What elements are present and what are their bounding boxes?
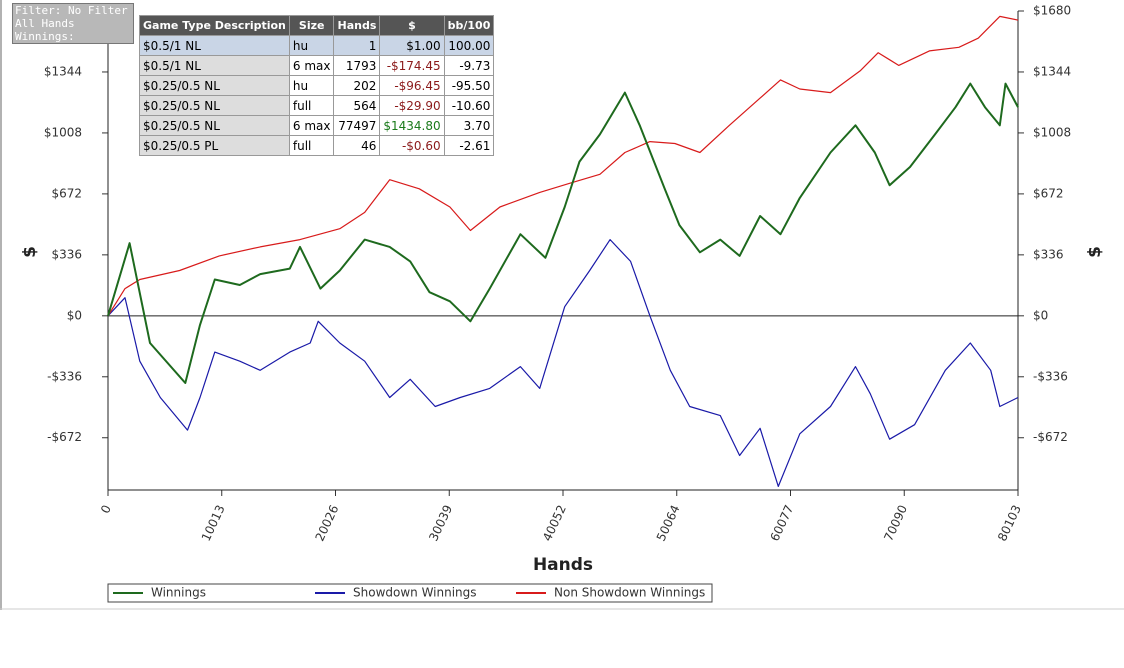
table-cell: -$0.60 <box>379 135 445 156</box>
y-tick-label: $0 <box>67 308 82 322</box>
x-tick-label: 60077 <box>768 503 797 544</box>
legend-label: Winnings <box>151 586 206 600</box>
y-tick-label: $336 <box>51 247 82 261</box>
x-tick-label: 20026 <box>313 503 342 544</box>
table-cell: $0.5/1 NL <box>139 35 290 56</box>
table-cell: $0.5/1 NL <box>139 55 290 76</box>
y-tick-label: $672 <box>51 186 82 200</box>
y2-tick-label: $1008 <box>1033 125 1071 139</box>
table-cell: 1793 <box>333 55 381 76</box>
table-cell: $0.25/0.5 NL <box>139 95 290 116</box>
table-cell: 202 <box>333 75 381 96</box>
y2-tick-label: -$672 <box>1033 430 1068 444</box>
legend-label: Showdown Winnings <box>353 586 477 600</box>
table-cell: -9.73 <box>443 55 495 76</box>
x-axis-label: Hands <box>533 555 593 575</box>
table-cell: 100.00 <box>443 35 495 56</box>
y-tick-label: -$672 <box>47 430 82 444</box>
y2-axis-label: $ <box>1085 246 1105 258</box>
y-tick-label: -$336 <box>47 369 82 383</box>
table-cell: 564 <box>333 95 381 116</box>
table-cell: $1434.80 <box>379 115 445 136</box>
table-row: $0.25/0.5 NL 6 max 77497 $1434.80 3.70 <box>139 115 495 136</box>
table-cell: -95.50 <box>443 75 495 96</box>
table-cell: 77497 <box>333 115 381 136</box>
table-cell: -2.61 <box>443 135 495 156</box>
table-row: $0.25/0.5 PL full 46 -$0.60 -2.61 <box>139 135 495 156</box>
table-header: Size <box>288 15 335 36</box>
table-cell: 3.70 <box>443 115 495 136</box>
table-cell: -$29.90 <box>379 95 445 116</box>
table-cell: -$174.45 <box>379 55 445 76</box>
table-header: Game Type Description <box>139 15 290 36</box>
x-tick-label: 0 <box>98 503 114 516</box>
table-cell: hu <box>288 75 335 96</box>
table-cell: hu <box>288 35 335 56</box>
x-tick-label: 40052 <box>540 503 569 544</box>
x-tick-label: 50064 <box>654 503 683 544</box>
table-row: $0.25/0.5 NL hu 202 -$96.45 -95.50 <box>139 75 495 96</box>
summary-table: Game Type Description Size Hands $ bb/100 $0.… <box>139 15 495 156</box>
filter-line: Filter: No Filter <box>15 4 128 17</box>
y2-tick-label: $336 <box>1033 247 1064 261</box>
x-tick-label: 80103 <box>995 503 1024 544</box>
table-cell: 1 <box>333 35 381 56</box>
filter-box: Filter: No Filter All Hands Winnings: $113… <box>12 3 134 56</box>
y2-tick-label: $0 <box>1033 308 1048 322</box>
y-axis-label: $ <box>20 246 40 258</box>
table-cell: 46 <box>333 135 381 156</box>
table-row: $0.5/1 NL 6 max 1793 -$174.45 -9.73 <box>139 55 495 76</box>
x-tick-label: 10013 <box>199 503 228 544</box>
x-tick-label: 30039 <box>426 503 455 544</box>
legend <box>107 583 713 603</box>
table-row: $0.25/0.5 NL full 564 -$29.90 -10.60 <box>139 95 495 116</box>
table-header-row: Game Type Description Size Hands $ bb/100 <box>139 15 495 36</box>
table-cell: $1.00 <box>379 35 445 56</box>
table-cell: $0.25/0.5 NL <box>139 75 290 96</box>
table-cell: $0.25/0.5 PL <box>139 135 290 156</box>
table-row: $0.5/1 NL hu 1 $1.00 100.00 <box>139 35 495 56</box>
table-cell: full <box>288 135 335 156</box>
table-header: $ <box>379 15 445 36</box>
y2-tick-label: $672 <box>1033 186 1064 200</box>
table-cell: 6 max <box>288 55 335 76</box>
table-cell: full <box>288 95 335 116</box>
series-line <box>107 239 1019 487</box>
y-tick-label: $1008 <box>44 125 82 139</box>
series-line <box>107 15 1019 317</box>
table-cell: -$96.45 <box>379 75 445 96</box>
filter-line: All Hands <box>15 17 75 30</box>
y2-tick-label: $1344 <box>1033 64 1071 78</box>
table-cell: 6 max <box>288 115 335 136</box>
table-header: Hands <box>333 15 381 36</box>
y2-tick-label: $1680 <box>1033 4 1071 18</box>
y2-tick-label: -$336 <box>1033 369 1068 383</box>
table-cell: -10.60 <box>443 95 495 116</box>
table-header: bb/100 <box>443 15 495 36</box>
filter-line: Winnings: $1134.40 <box>15 30 75 56</box>
legend-label: Non Showdown Winnings <box>554 586 705 600</box>
y-tick-label: $1344 <box>44 64 82 78</box>
table-cell: $0.25/0.5 NL <box>139 115 290 136</box>
x-tick-label: 70090 <box>881 503 910 544</box>
series-line <box>107 82 1019 384</box>
